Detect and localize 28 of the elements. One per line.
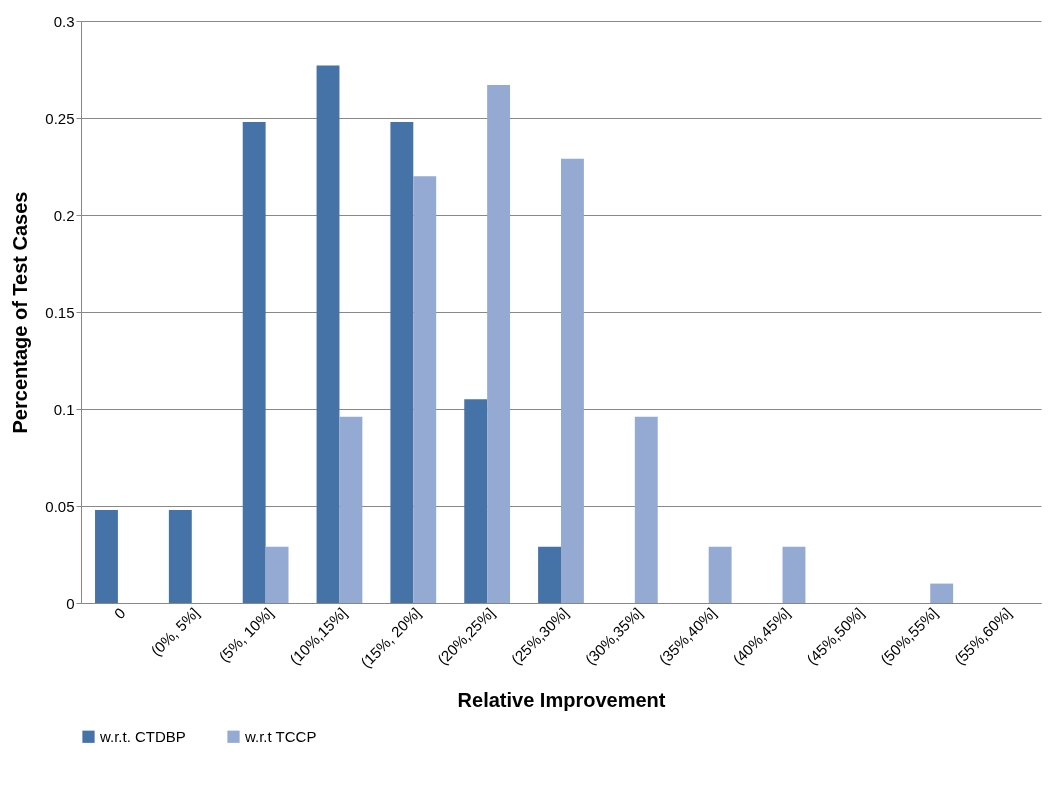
legend-label: w.r.t TCCP	[244, 727, 317, 745]
bar	[316, 65, 340, 603]
x-axis-title: Relative Improvement	[457, 688, 666, 711]
legend-label: w.r.t. CTDBP	[99, 727, 186, 745]
y-tick-label: 0.05	[45, 497, 75, 515]
y-axis-title: Percentage of Test Cases	[9, 191, 32, 434]
y-tick-label: 0.25	[45, 109, 75, 127]
bar	[561, 158, 584, 603]
bar	[464, 399, 488, 603]
x-tick-label: (0%, 5%]	[147, 604, 203, 660]
bar	[168, 509, 192, 603]
y-tick-label: 0.3	[53, 12, 75, 30]
bar	[390, 121, 414, 603]
bar	[538, 546, 561, 603]
bar	[265, 546, 289, 603]
bar	[634, 416, 658, 603]
bar	[413, 176, 437, 603]
y-tick-label: 0.15	[45, 303, 75, 321]
y-tick-label: 0.2	[53, 206, 75, 224]
bar	[95, 509, 118, 603]
bar	[487, 85, 511, 603]
y-tick-label: 0.1	[53, 400, 75, 418]
bar	[930, 583, 954, 603]
bar	[339, 416, 363, 603]
bar	[708, 546, 732, 603]
bar	[782, 546, 806, 603]
bar	[242, 121, 266, 603]
x-tick-label: 0	[110, 604, 129, 623]
